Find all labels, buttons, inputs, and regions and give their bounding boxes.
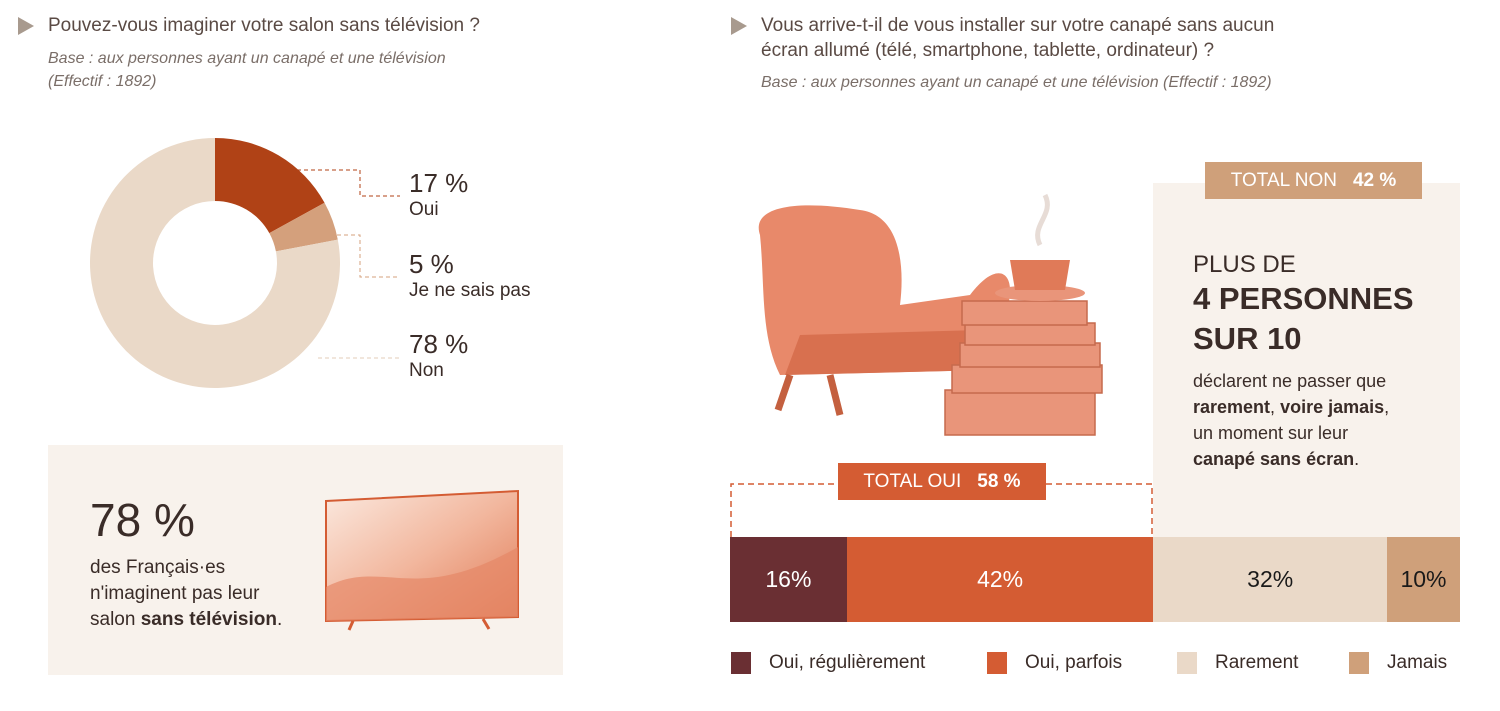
total-non-badge: TOTAL NON 42 % bbox=[1205, 162, 1422, 199]
callout-value: 78 % bbox=[90, 494, 195, 546]
armchair-books-illustration-icon bbox=[758, 193, 1103, 436]
donut-chart bbox=[90, 138, 400, 388]
legend-label: Oui, régulièrement bbox=[769, 652, 926, 673]
donut-slice-oui bbox=[215, 138, 325, 234]
bullet-triangle-icon bbox=[731, 17, 747, 35]
legend-item: Oui, régulièrement bbox=[731, 652, 925, 674]
t: . bbox=[276, 609, 283, 630]
donut-label-nsp: 5 % Je ne sais pas bbox=[409, 249, 530, 302]
title-line: écran allumé (télé, smartphone, tablette… bbox=[761, 40, 1215, 61]
total-oui-badge: TOTAL OUI 58 % bbox=[838, 463, 1046, 500]
legend-label: Jamais bbox=[1387, 652, 1448, 673]
leader-line bbox=[290, 169, 400, 197]
bar-segment: 42% bbox=[846, 537, 1154, 622]
t: rarement, voire jamais, bbox=[1193, 394, 1453, 420]
question-title: Vous arrive-t-il de vous installer sur v… bbox=[761, 13, 1274, 63]
pct: 5 % bbox=[409, 249, 454, 279]
tv-illustration-icon bbox=[325, 489, 519, 631]
text-line: salon sans télévision. bbox=[90, 607, 282, 633]
legend-swatch bbox=[1177, 652, 1197, 674]
b: sans télévision bbox=[140, 609, 277, 630]
legend-swatch bbox=[987, 652, 1007, 674]
t: , bbox=[1384, 397, 1390, 417]
panel-line: PLUS DE bbox=[1193, 251, 1296, 278]
bullet-triangle-icon bbox=[18, 17, 34, 35]
insight-panel: PLUS DE 4 PERSONNES SUR 10 déclarent ne … bbox=[1153, 183, 1460, 537]
t: déclarent ne passer que bbox=[1193, 371, 1387, 391]
bar-segment: 10% bbox=[1387, 537, 1460, 622]
t: , bbox=[1270, 397, 1281, 417]
leader-line bbox=[330, 234, 400, 278]
question-title: Pouvez-vous imaginer votre salon sans té… bbox=[48, 15, 480, 36]
donut-slice-non bbox=[90, 138, 341, 388]
pct: 78 % bbox=[409, 329, 469, 359]
donut-slice-je-ne-sais-pas bbox=[269, 202, 338, 252]
legend-label: Rarement bbox=[1215, 652, 1299, 673]
panel-line: SUR 10 bbox=[1193, 321, 1302, 356]
badge-label: TOTAL OUI bbox=[863, 470, 962, 492]
label: Oui bbox=[409, 199, 439, 220]
panel-text: déclarent ne passer que rarement, voire … bbox=[1193, 368, 1453, 472]
bar-segment: 32% bbox=[1153, 537, 1387, 622]
legend-label: Oui, parfois bbox=[1025, 652, 1123, 673]
label: Non bbox=[409, 360, 444, 381]
text-line: des Français·es bbox=[90, 557, 226, 578]
badge-value: 42 % bbox=[1352, 169, 1397, 191]
callout-text: des Français·es n'imaginent pas leur sal… bbox=[90, 555, 282, 633]
donut-label-oui: 17 % Oui bbox=[409, 168, 468, 221]
panel-line: 4 PERSONNES bbox=[1193, 281, 1414, 316]
b: rarement bbox=[1193, 397, 1271, 417]
title-line: Vous arrive-t-il de vous installer sur v… bbox=[761, 15, 1275, 36]
label: Je ne sais pas bbox=[409, 280, 531, 301]
base-line: Base : aux personnes ayant un canapé et … bbox=[48, 50, 446, 67]
base-line: (Effectif : 1892) bbox=[48, 73, 157, 90]
donut-label-non: 78 % Non bbox=[409, 329, 468, 382]
callout-panel: 78 % des Français·es n'imaginent pas leu… bbox=[48, 445, 563, 675]
t: canapé sans écran. bbox=[1193, 446, 1453, 472]
pct: 17 % bbox=[409, 168, 469, 198]
text-line: n'imaginent pas leur bbox=[90, 583, 260, 604]
t: salon bbox=[90, 609, 141, 630]
legend-item: Rarement bbox=[1177, 652, 1298, 674]
legend-swatch bbox=[731, 652, 751, 674]
t: . bbox=[1354, 449, 1360, 469]
legend-swatch bbox=[1349, 652, 1369, 674]
legend-item: Jamais bbox=[1349, 652, 1447, 674]
legend-item: Oui, parfois bbox=[987, 652, 1122, 674]
b: canapé sans écran bbox=[1193, 449, 1355, 469]
badge-label: TOTAL NON bbox=[1230, 169, 1337, 191]
base-note: Base : aux personnes ayant un canapé et … bbox=[761, 74, 1272, 91]
b: voire jamais bbox=[1280, 397, 1385, 417]
bar-segment: 16% bbox=[730, 537, 847, 622]
badge-value: 58 % bbox=[977, 470, 1021, 492]
t: un moment sur leur bbox=[1193, 423, 1349, 443]
base-note: Base : aux personnes ayant un canapé et … bbox=[48, 47, 446, 93]
